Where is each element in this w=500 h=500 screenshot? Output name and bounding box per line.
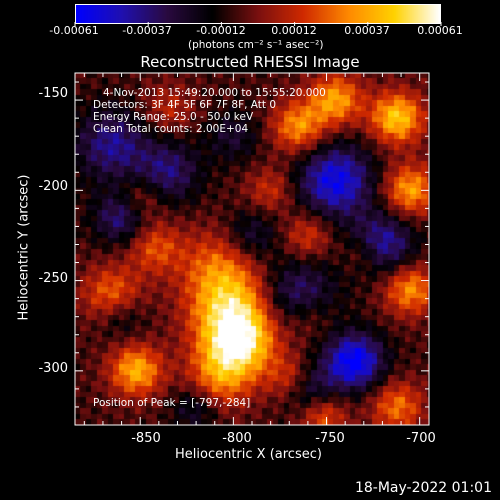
plot-date: 18-May-2022 01:01 [354,480,492,496]
chart-title: Reconstructed RHESSI Image [140,53,360,71]
colorbar [75,4,441,24]
colorbar-tick-label: 0.00061 [417,24,463,37]
peak-position-label: Position of Peak = [-797,-284] [93,397,251,409]
energy-range-label: Energy Range: 25.0 - 50.0 keV [93,111,254,123]
colorbar-tick-label: 0.00037 [344,24,390,37]
clean-counts-label: Clean Total counts: 2.00E+04 [93,123,249,135]
y-tick-label: -150 [38,86,68,101]
x-axis-label: Heliocentric X (arcsec) [175,447,322,462]
x-tick-label: -700 [406,431,436,446]
heatmap-image [75,73,429,425]
y-tick-label: -200 [38,179,68,194]
detectors-label: Detectors: 3F 4F 5F 6F 7F 8F, Att 0 [93,99,277,111]
colorbar-tick-label: -0.00012 [196,24,246,37]
colorbar-tick-label: -0.00061 [49,24,99,37]
time-range-label: 4-Nov-2013 15:49:20.000 to 15:55:20.000 [103,87,326,99]
colorbar-tick-label: -0.00037 [122,24,172,37]
y-tick-label: -300 [38,361,68,376]
x-tick-label: -800 [222,431,252,446]
colorbar-unit-label: (photons cm⁻² s⁻¹ asec⁻²) [188,39,324,51]
x-tick-label: -750 [315,431,345,446]
colorbar-tick-label: 0.00012 [271,24,317,37]
x-tick-label: -850 [131,431,161,446]
y-tick-label: -250 [38,271,68,286]
y-axis-label: Heliocentric Y (arcsec) [16,174,32,321]
